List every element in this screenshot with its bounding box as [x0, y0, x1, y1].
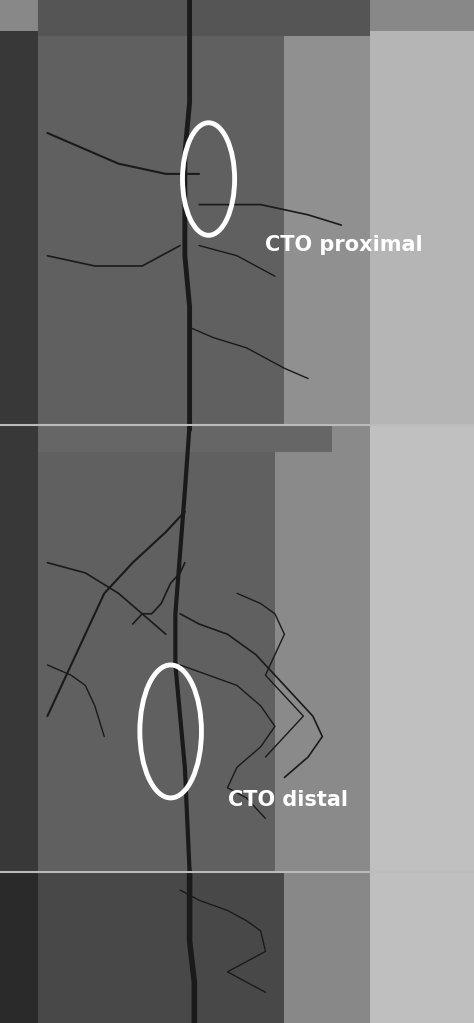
- Bar: [284, 872, 474, 1023]
- Bar: [275, 425, 474, 872]
- Bar: [0, 872, 38, 1023]
- Text: CTO distal: CTO distal: [228, 790, 347, 810]
- Bar: [0, 0, 38, 430]
- Bar: [38, 425, 332, 452]
- Bar: [284, 0, 474, 430]
- Bar: [0, 425, 474, 872]
- Bar: [0, 425, 38, 872]
- Bar: [38, 0, 370, 36]
- Bar: [0, 0, 474, 430]
- Bar: [370, 0, 474, 430]
- Bar: [0, 872, 474, 1023]
- Text: CTO proximal: CTO proximal: [265, 235, 423, 256]
- Bar: [370, 872, 474, 1023]
- Bar: [0, 0, 474, 31]
- Bar: [370, 425, 474, 872]
